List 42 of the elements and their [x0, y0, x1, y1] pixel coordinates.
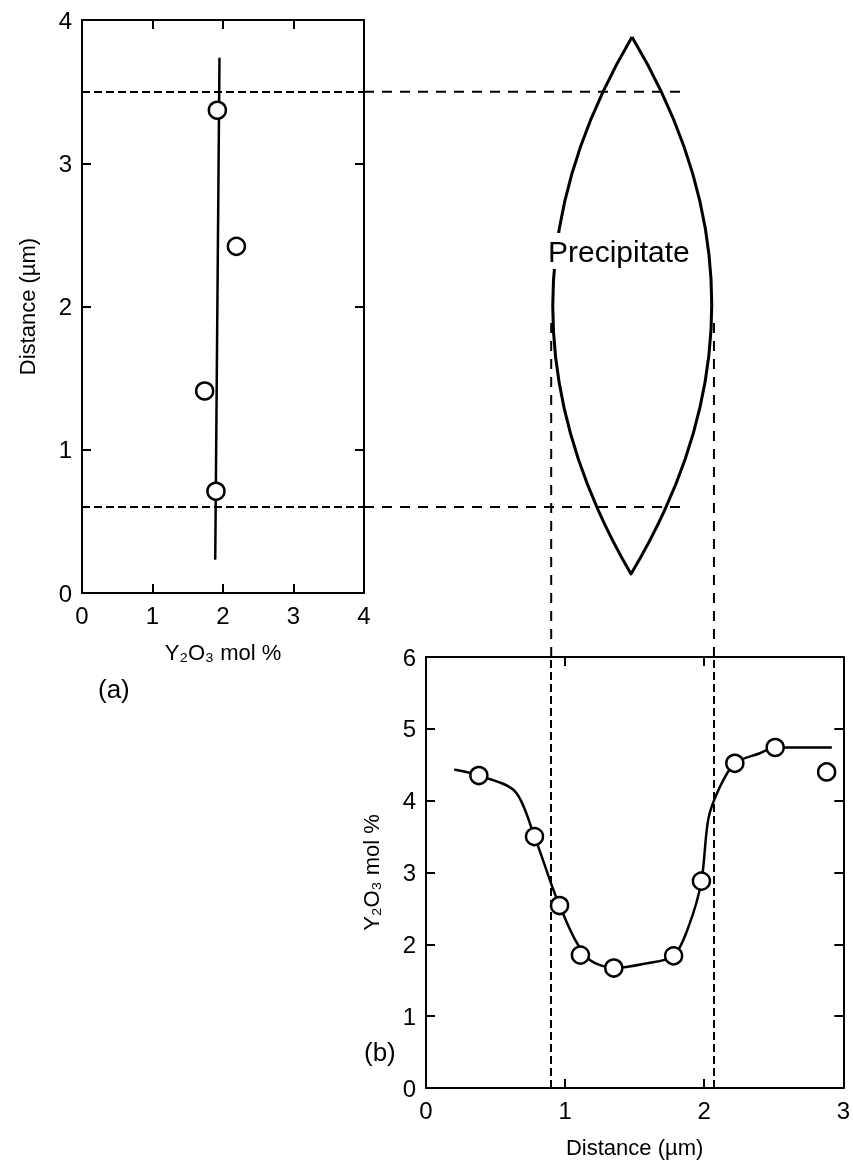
point	[604, 958, 624, 978]
x-tick-label: 0	[419, 1096, 433, 1124]
point	[207, 100, 228, 120]
text: (a)	[98, 674, 130, 704]
y-tick-label: 0	[402, 1074, 416, 1102]
y-tick-label: 0	[58, 579, 72, 607]
point	[570, 945, 591, 965]
x-axis-title: Y₂O₃ mol %	[164, 639, 282, 665]
point	[469, 765, 489, 786]
y-tick-label: 4	[58, 6, 72, 34]
point	[194, 381, 215, 401]
y-tick-label: 5	[402, 715, 416, 743]
y-tick-label: 6	[402, 643, 416, 671]
y-axis-title: Distance (µm)	[14, 237, 40, 376]
y-tick-label: 1	[402, 1002, 416, 1030]
x-tick-label: 2	[697, 1096, 711, 1124]
point	[691, 871, 712, 891]
x-tick-label: 0	[75, 601, 89, 629]
point	[725, 753, 745, 774]
x-tick-label: 1	[145, 601, 160, 629]
point	[816, 762, 837, 782]
y-tick-label: 1	[58, 436, 72, 464]
x-tick-label: 1	[558, 1096, 572, 1124]
text: Precipitate	[548, 234, 690, 268]
point	[663, 946, 684, 966]
y-tick-label: 2	[402, 930, 416, 958]
x-tick-label: 2	[216, 601, 230, 629]
y-tick-label: 3	[58, 149, 72, 177]
x-tick-label: 3	[286, 601, 301, 629]
x-tick-label: 3	[836, 1096, 851, 1124]
point	[765, 737, 785, 758]
text: (b)	[364, 1037, 396, 1067]
point	[206, 481, 226, 502]
y-tick-label: 4	[402, 787, 416, 815]
point	[549, 895, 570, 916]
y-axis-title: Y₂O₃ mol %	[358, 814, 384, 931]
y-tick-label: 3	[402, 859, 416, 886]
point	[226, 236, 247, 257]
x-tick-label: 4	[357, 601, 371, 629]
x-axis-title: Distance (µm)	[565, 1134, 704, 1160]
y-tick-label: 2	[58, 293, 72, 320]
point	[524, 826, 545, 847]
